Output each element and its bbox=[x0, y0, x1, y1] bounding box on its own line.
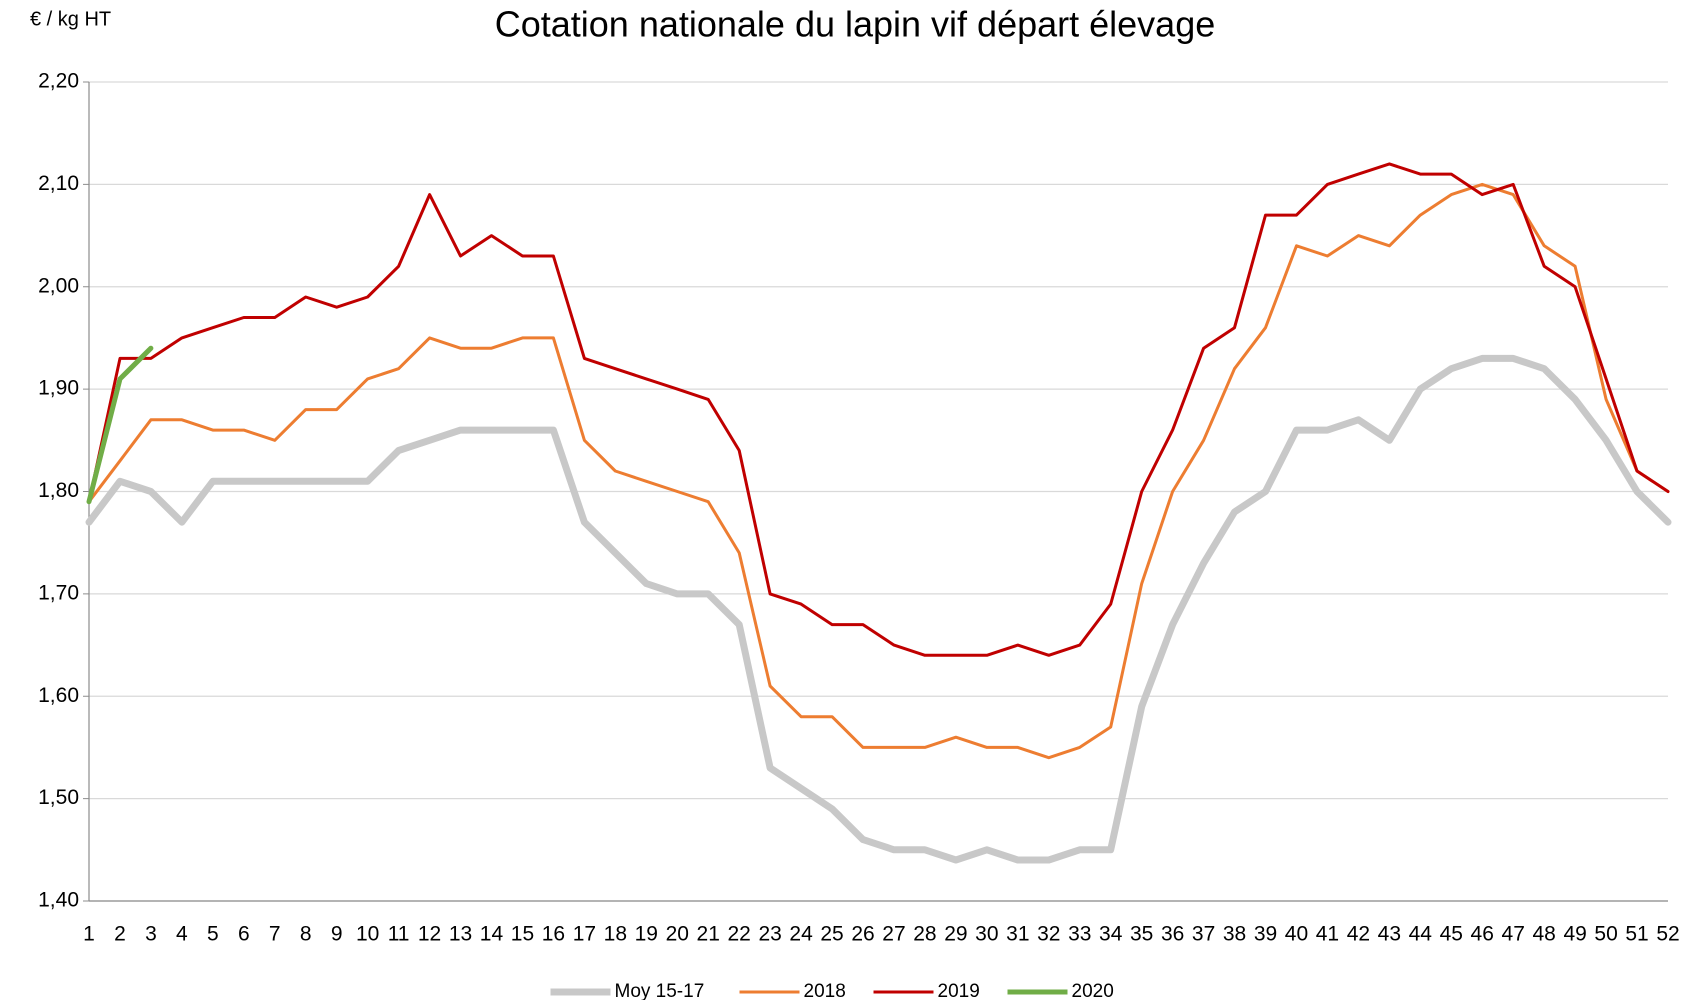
x-tick-label: 7 bbox=[269, 923, 281, 946]
x-tick-label: 23 bbox=[758, 923, 781, 946]
x-tick-label: 16 bbox=[542, 923, 565, 946]
x-tick-label: 4 bbox=[176, 923, 188, 946]
x-tick-label: 38 bbox=[1223, 923, 1246, 946]
y-tick-label: 2,10 bbox=[38, 172, 79, 195]
x-tick-label: 19 bbox=[635, 923, 658, 946]
x-tick-label: 25 bbox=[820, 923, 843, 946]
x-tick-label: 2 bbox=[114, 923, 126, 946]
x-tick-label: 52 bbox=[1656, 923, 1679, 946]
x-tick-label: 10 bbox=[356, 923, 379, 946]
x-tick-label: 40 bbox=[1285, 923, 1308, 946]
x-tick-label: 13 bbox=[449, 923, 472, 946]
x-tick-label: 32 bbox=[1037, 923, 1060, 946]
x-tick-label: 41 bbox=[1316, 923, 1339, 946]
series-line bbox=[87, 182, 1670, 760]
x-tick-label: 21 bbox=[697, 923, 720, 946]
x-tick-label: 27 bbox=[882, 923, 905, 946]
y-tick-label: 1,40 bbox=[38, 889, 79, 912]
legend-label: 2020 bbox=[1072, 981, 1114, 1000]
x-tick-label: 45 bbox=[1440, 923, 1463, 946]
x-tick-label: 51 bbox=[1625, 923, 1648, 946]
series-line bbox=[87, 162, 1670, 657]
x-tick-label: 48 bbox=[1532, 923, 1555, 946]
x-tick-label: 9 bbox=[331, 923, 343, 946]
x-tick-label: 35 bbox=[1130, 923, 1153, 946]
x-tick-label: 44 bbox=[1409, 923, 1433, 946]
x-tick-label: 30 bbox=[975, 923, 998, 946]
x-tick-label: 47 bbox=[1502, 923, 1525, 946]
x-tick-label: 3 bbox=[145, 923, 157, 946]
y-tick-label: 1,80 bbox=[38, 479, 79, 502]
x-tick-label: 36 bbox=[1161, 923, 1184, 946]
x-tick-label: 24 bbox=[789, 923, 813, 946]
series-line bbox=[85, 354, 1672, 864]
x-tick-label: 22 bbox=[727, 923, 750, 946]
x-tick-label: 49 bbox=[1563, 923, 1586, 946]
x-tick-label: 26 bbox=[851, 923, 874, 946]
x-tick-label: 8 bbox=[300, 923, 312, 946]
x-tick-label: 20 bbox=[666, 923, 689, 946]
x-tick-label: 39 bbox=[1254, 923, 1277, 946]
x-tick-label: 12 bbox=[418, 923, 441, 946]
x-tick-label: 31 bbox=[1006, 923, 1029, 946]
y-tick-label: 1,70 bbox=[38, 581, 79, 604]
x-tick-label: 43 bbox=[1378, 923, 1401, 946]
series-line bbox=[86, 345, 154, 505]
legend-label: 2019 bbox=[938, 981, 980, 1000]
x-tick-label: 17 bbox=[573, 923, 596, 946]
legend-label: Moy 15-17 bbox=[615, 981, 705, 1000]
x-tick-label: 42 bbox=[1347, 923, 1370, 946]
y-tick-label: 1,90 bbox=[38, 377, 79, 400]
x-tick-label: 1 bbox=[83, 923, 95, 946]
y-tick-label: 2,00 bbox=[38, 274, 79, 297]
y-tick-label: 2,20 bbox=[38, 70, 79, 93]
x-tick-label: 34 bbox=[1099, 923, 1123, 946]
x-tick-label: 37 bbox=[1192, 923, 1215, 946]
x-tick-label: 11 bbox=[388, 923, 410, 946]
x-tick-label: 33 bbox=[1068, 923, 1091, 946]
x-tick-label: 28 bbox=[913, 923, 936, 946]
x-tick-label: 5 bbox=[207, 923, 219, 946]
legend-label: 2018 bbox=[804, 981, 846, 1000]
x-tick-label: 6 bbox=[238, 923, 250, 946]
x-tick-label: 18 bbox=[604, 923, 627, 946]
y-tick-label: 1,60 bbox=[38, 684, 79, 707]
x-tick-label: 46 bbox=[1471, 923, 1494, 946]
x-tick-label: 50 bbox=[1594, 923, 1617, 946]
y-axis-label: € / kg HT bbox=[30, 8, 111, 30]
x-tick-label: 15 bbox=[511, 923, 534, 946]
chart-title: Cotation nationale du lapin vif départ é… bbox=[495, 4, 1216, 45]
x-tick-label: 14 bbox=[480, 923, 504, 946]
y-tick-label: 1,50 bbox=[38, 786, 79, 809]
x-tick-label: 29 bbox=[944, 923, 967, 946]
